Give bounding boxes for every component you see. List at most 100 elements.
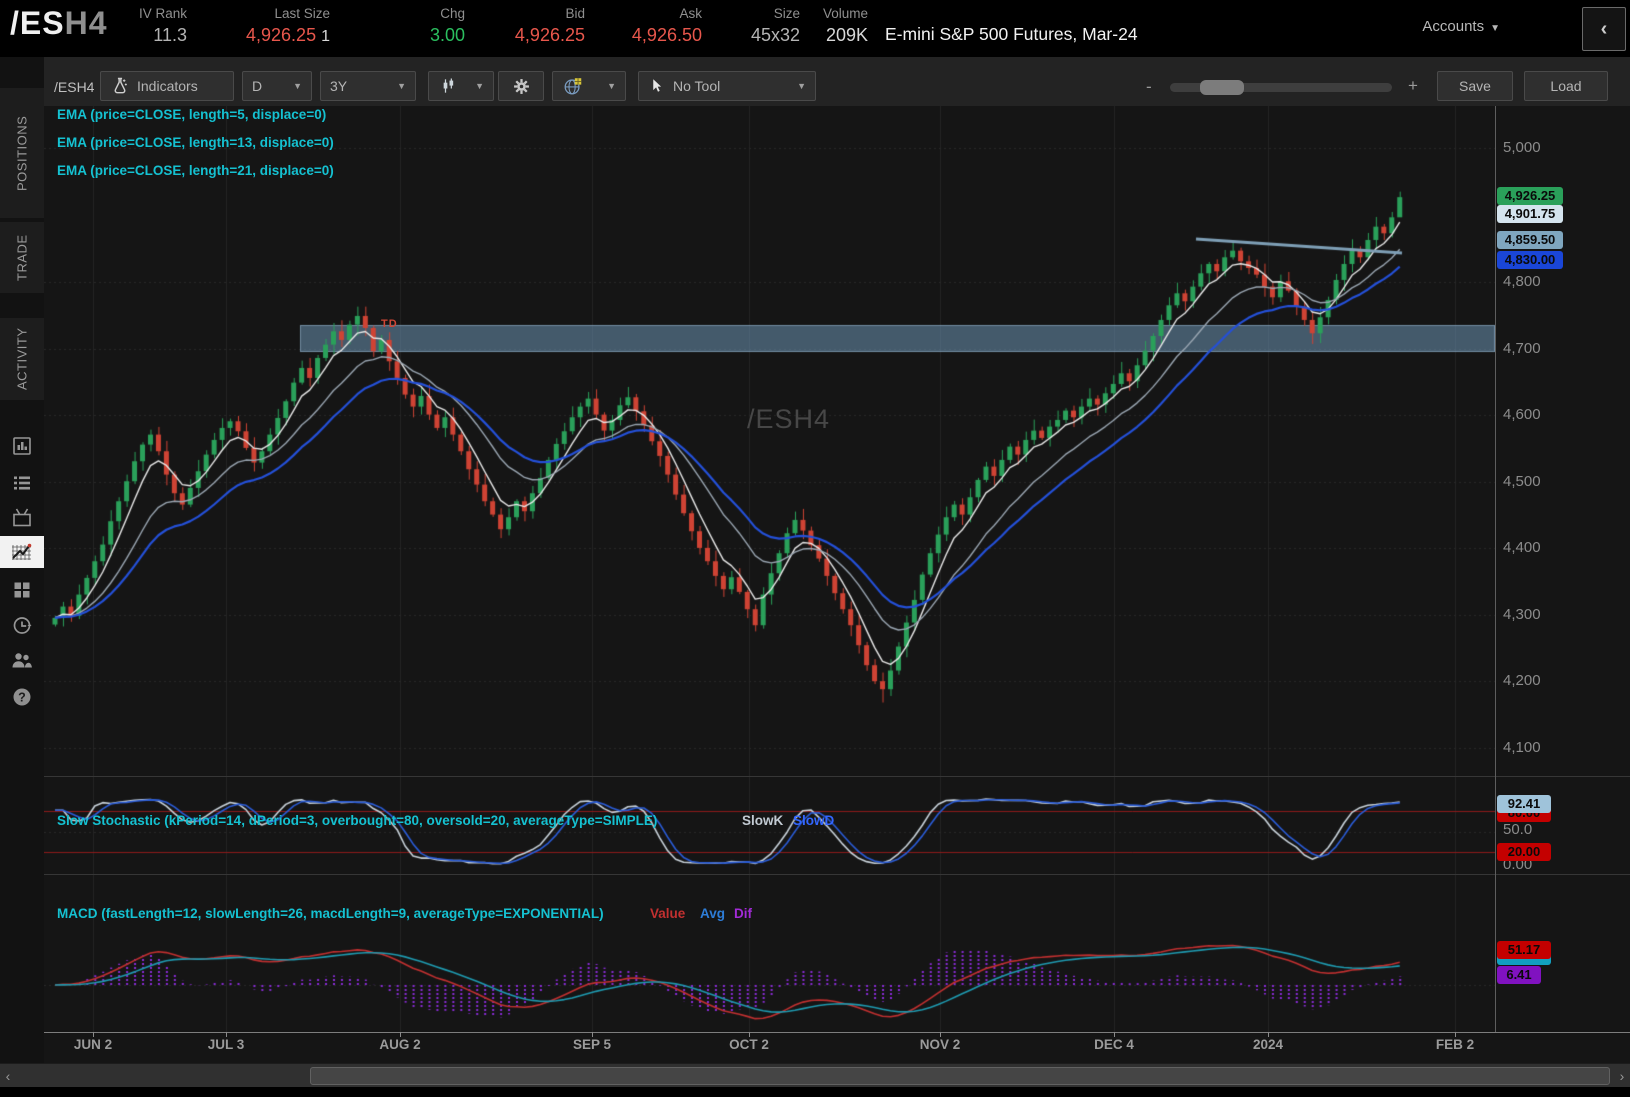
x-axis-line	[44, 1032, 1630, 1033]
time-axis-tick	[940, 1032, 941, 1037]
pane-separator[interactable]	[44, 776, 1630, 777]
study-label-ema21[interactable]: EMA (price=CLOSE, length=21, displace=0)	[57, 163, 334, 178]
stoch-slowd-legend: SlowD	[793, 813, 835, 828]
save-button[interactable]: Save	[1437, 71, 1513, 101]
bottom-strip	[0, 1087, 1630, 1097]
macd-dif-legend: Dif	[734, 906, 752, 921]
time-axis-label: FEB 2	[1435, 1037, 1475, 1052]
price-axis-label: 4,800	[1503, 273, 1541, 290]
stoch-slowk-legend: SlowK	[742, 813, 784, 828]
sidebar-watchlist-icon[interactable]	[0, 467, 44, 499]
stat-label: Bid	[565, 6, 585, 21]
zoom-out-button[interactable]: -	[1146, 77, 1152, 96]
price-bubble: 4,926.25	[1497, 187, 1563, 205]
price-axis-label: 4,600	[1503, 406, 1541, 423]
stat-value: 4,926.50	[631, 25, 702, 45]
stoch-bubble: 92.41	[1497, 795, 1551, 813]
stat-value: 209K	[825, 25, 868, 45]
scroll-left-arrow[interactable]: ‹	[5, 1068, 11, 1084]
drawing-tool-dropdown[interactable]: No Tool ▼	[638, 71, 816, 101]
quote-stat-size: Size 45x32	[702, 5, 800, 49]
study-label-ema13[interactable]: EMA (price=CLOSE, length=13, displace=0)	[57, 135, 334, 150]
chevron-down-icon: ▼	[397, 81, 406, 91]
sidebar-chart-icon[interactable]	[0, 536, 44, 568]
zoom-in-button[interactable]: +	[1408, 76, 1418, 95]
study-label-ema5[interactable]: EMA (price=CLOSE, length=5, displace=0)	[57, 107, 327, 122]
quote-stat-chg: Chg 3.00	[330, 5, 465, 49]
quote-stats: IV Rank 11.3 Last Size 4,926.25 1 Chg 3.00 Bid 4…	[100, 5, 868, 49]
price-bubble: 4,830.00	[1497, 251, 1563, 269]
collapse-panel-button[interactable]: ‹	[1582, 7, 1626, 51]
price-axis-label: 4,200	[1503, 672, 1541, 689]
time-axis-label: 2024	[1252, 1037, 1284, 1052]
toolbar-symbol-label[interactable]: /ESH4	[54, 79, 95, 95]
time-axis-tick	[1455, 1032, 1456, 1037]
sidebar-help-icon[interactable]: ?	[0, 681, 44, 713]
sidebar-grid-icon[interactable]	[0, 574, 44, 606]
stat-value: 11.3	[153, 25, 187, 45]
sidebar-tab-trade[interactable]: TRADE	[0, 222, 44, 293]
chevron-down-icon: ▼	[475, 81, 484, 91]
range-dropdown[interactable]: 3Y ▼	[320, 71, 416, 101]
price-chart-canvas[interactable]	[44, 106, 1495, 1032]
sidebar-report-icon[interactable]	[0, 430, 44, 462]
symbol-watermark: /ESH4	[747, 404, 831, 434]
sidebar-people-icon[interactable]	[0, 644, 44, 676]
globe-grid-icon	[562, 75, 584, 97]
time-axis-tick	[93, 1032, 94, 1037]
macd-avg-legend: Avg	[700, 906, 726, 921]
stoch-axis-label: 50.0	[1503, 821, 1533, 838]
time-axis-tick	[226, 1032, 227, 1037]
load-button[interactable]: Load	[1524, 71, 1608, 101]
chevron-down-icon: ▼	[797, 81, 806, 91]
sidebar-tv-icon[interactable]	[0, 502, 44, 534]
sidebar-history-icon[interactable]	[0, 609, 44, 641]
time-axis-tick	[1268, 1032, 1269, 1037]
scroll-right-arrow[interactable]: ›	[1619, 1068, 1625, 1084]
quote-stat-ask: Ask 4,926.50	[585, 5, 702, 49]
price-axis-label: 4,400	[1503, 539, 1541, 556]
zoom-slider-track[interactable]	[1170, 83, 1392, 92]
interval-dropdown[interactable]: D ▼	[242, 71, 312, 101]
time-axis-tick	[1114, 1032, 1115, 1037]
time-axis-label: SEP 5	[572, 1037, 612, 1052]
symbol-root: /ES	[10, 5, 65, 41]
time-axis-label: DEC 4	[1094, 1037, 1134, 1052]
layout-style-dropdown[interactable]: ▼	[552, 71, 626, 101]
pane-separator[interactable]	[44, 874, 1630, 875]
time-axis-tick	[592, 1032, 593, 1037]
stat-label: Chg	[440, 6, 465, 21]
study-label-stochastic[interactable]: Slow Stochastic (kPeriod=14, dPeriod=3, …	[57, 813, 658, 828]
symbol-title: /ESH4	[10, 5, 107, 42]
price-axis-label: 4,500	[1503, 473, 1541, 490]
study-label-macd[interactable]: MACD (fastLength=12, slowLength=26, macd…	[57, 906, 604, 921]
macd-bubble: 6.41	[1497, 966, 1541, 984]
chevron-down-icon: ▼	[1490, 23, 1500, 34]
chart-settings-button[interactable]	[498, 71, 544, 101]
flask-icon	[110, 76, 130, 96]
time-axis-label: AUG 2	[379, 1037, 421, 1052]
stat-value: 3.00	[429, 25, 465, 45]
cursor-icon	[648, 77, 666, 95]
macd-bubble: 51.17	[1497, 941, 1551, 959]
sidebar-tab-positions[interactable]: POSITIONS	[0, 88, 44, 218]
sidebar-tab-activity[interactable]: ACTIVITY	[0, 318, 44, 400]
gear-icon	[511, 76, 532, 97]
stoch-bubble: 20.00	[1497, 843, 1551, 861]
quote-stat-bid: Bid 4,926.25	[465, 5, 585, 49]
time-axis-label: JUN 2	[73, 1037, 113, 1052]
chevron-down-icon: ▼	[607, 81, 616, 91]
macd-value-legend: Value	[650, 906, 686, 921]
stat-label: Volume	[822, 6, 868, 21]
horizontal-scrollbar[interactable]: ‹ ›	[0, 1063, 1630, 1088]
quote-stat-last-size: Last Size 4,926.25 1	[187, 5, 330, 49]
accounts-dropdown[interactable]: Accounts ▼	[1422, 18, 1500, 35]
price-bubble: 4,901.75	[1497, 205, 1563, 223]
stat-label: Ask	[679, 6, 702, 21]
price-axis-label: 4,300	[1503, 606, 1541, 623]
zoom-slider-thumb[interactable]	[1200, 80, 1244, 95]
scrollbar-thumb[interactable]	[310, 1067, 1610, 1085]
chart-type-dropdown[interactable]: ▼	[428, 71, 494, 101]
indicators-button[interactable]: Indicators	[100, 71, 234, 101]
